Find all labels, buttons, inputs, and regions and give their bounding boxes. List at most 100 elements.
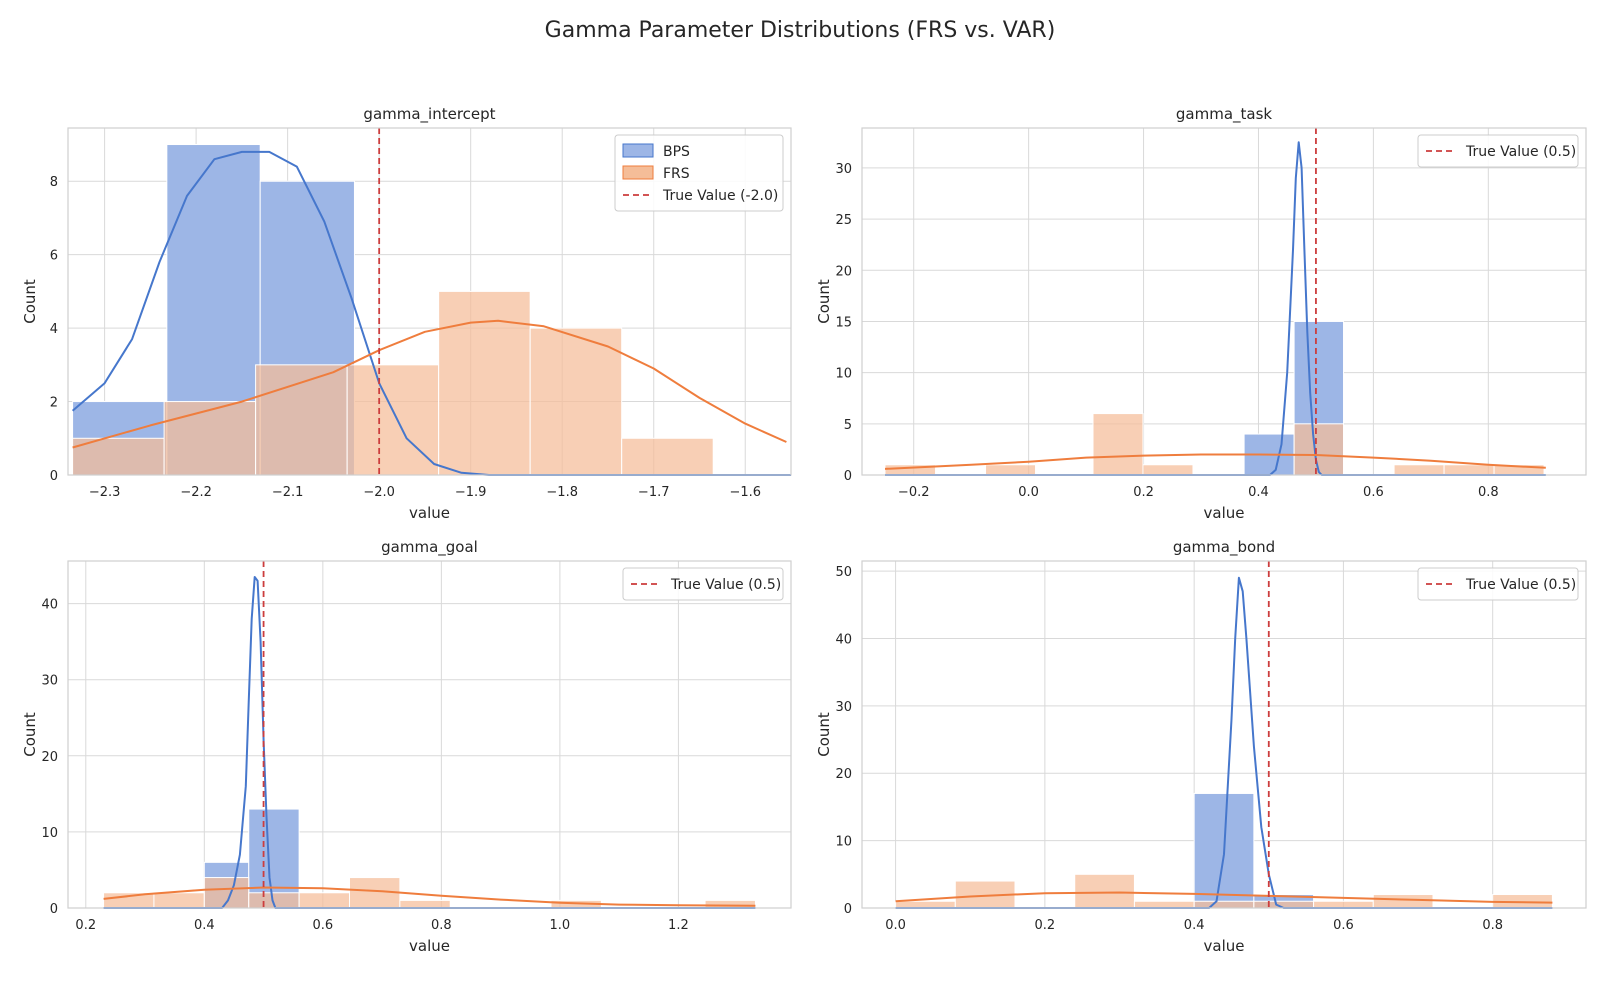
histogram-bar-frs [1393,464,1445,476]
y-tick-label: 30 [835,700,852,715]
histogram-bar-bps [248,808,300,909]
legend: True Value (0.5) [1417,134,1579,168]
y-tick-label: 10 [41,826,58,841]
x-tick-label: 0.8 [1482,918,1503,933]
x-tick-label: 0.2 [1133,485,1154,500]
x-tick-label: −1.9 [455,485,487,500]
histogram-bar-frs [985,464,1037,476]
y-tick-label: 20 [835,767,852,782]
y-tick-label: 40 [41,598,58,613]
y-tick-label: 5 [844,418,852,433]
x-tick-label: −0.2 [898,485,930,500]
subplots: −2.3 −2.2 −2.1 −2.0 −1.9 −1.8 −1.7 −1.6 0 2 4 6 8 gam… [21,105,1587,955]
y-tick-label: 2 [50,396,58,411]
x-tick-label: 0.4 [1248,485,1269,500]
kde-curve-frs [72,319,787,449]
x-axis-label: value [409,504,450,522]
x-tick-label: −2.0 [363,485,395,500]
histogram-bar-frs [621,437,714,476]
legend-box [614,134,784,212]
histogram-bar-frs [1443,464,1495,476]
legend-label: BPS [663,144,690,160]
subplot-title: gamma_goal [381,538,478,557]
histogram-bar-frs [1193,900,1255,909]
x-tick-label: −1.6 [729,485,761,500]
y-axis-label: Count [21,279,39,324]
legend-swatch-bps [622,143,654,158]
axes-frame [67,127,792,476]
kde-curve-bps [103,576,756,909]
histogram-bar-frs [153,892,205,909]
axes-frame [67,560,792,909]
histogram-bar-frs [1142,464,1194,476]
x-tick-label: 0.6 [1363,485,1384,500]
x-axis-label: value [409,937,450,955]
x-axis-label: value [1204,937,1245,955]
y-tick-label: 25 [835,213,852,228]
x-tick-label: 0.4 [194,918,215,933]
legend-label: FRS [663,166,690,182]
axes-frame [861,127,1587,476]
legend: True Value (0.5) [622,567,784,601]
subplot-gamma_task: −0.2 0.0 0.2 0.4 0.6 0.8 0 5 10 15 20 25 30 gamma_tas… [815,105,1587,522]
y-tick-label: 0 [844,469,852,484]
y-tick-label: 4 [50,322,58,337]
legend: True Value (0.5) [1417,567,1579,601]
y-tick-label: 20 [835,264,852,279]
y-tick-label: 10 [835,835,852,850]
histogram-bar-frs [438,290,531,476]
x-tick-label: −2.1 [272,485,304,500]
histogram-bar-frs [895,900,956,909]
y-axis-label: Count [815,279,833,324]
x-tick-label: 0.0 [885,918,906,933]
legend-box [1417,567,1579,601]
legend-label: True Value (-2.0) [662,188,778,204]
kde-curve-frs [884,453,1546,470]
x-tick-label: 0.6 [312,918,333,933]
subplot-gamma_bond: 0.0 0.2 0.4 0.6 0.8 0 10 20 30 40 50 gamma_bondvalu… [815,538,1587,955]
histogram-bar-frs [1133,900,1195,909]
axes-frame [861,560,1587,909]
y-axis-label: Count [815,712,833,757]
x-tick-label: −1.8 [546,485,578,500]
subplot-title: gamma_task [1176,105,1273,124]
y-axis-label: Count [21,712,39,757]
x-tick-label: 1.0 [550,918,571,933]
histogram-bar-frs [255,364,348,476]
plot-area [68,561,791,908]
kde-curve-frs [895,891,1553,904]
y-tick-label: 10 [835,367,852,382]
y-tick-label: 0 [844,902,852,917]
subplot-title: gamma_intercept [363,105,495,124]
x-tick-label: −1.7 [638,485,670,500]
legend-box [1417,134,1579,168]
histogram-bar-frs [1092,413,1144,476]
histogram-bar-frs [163,401,257,476]
subplot-gamma_intercept: −2.3 −2.2 −2.1 −2.0 −1.9 −1.8 −1.7 −1.6 0 2 4 6 8 gam… [21,105,792,522]
y-tick-label: 0 [50,902,58,917]
x-tick-label: 0.8 [1478,485,1499,500]
histogram-bar-frs [1074,873,1135,909]
y-tick-label: 8 [50,175,58,190]
y-tick-label: 15 [835,315,852,330]
histogram-bar-frs [298,892,350,909]
kde-curve-bps [885,141,1546,476]
histogram-bar-frs [529,327,623,476]
x-tick-label: −2.3 [89,485,121,500]
kde-curve-bps [71,150,791,476]
y-tick-label: 0 [50,469,58,484]
y-tick-label: 30 [41,674,58,689]
y-tick-label: 20 [41,750,58,765]
legend-swatch-frs [622,165,654,180]
kde-curve-bps [895,576,1553,909]
x-tick-label: 0.4 [1184,918,1205,933]
x-tick-label: 0.2 [1035,918,1056,933]
y-tick-label: 6 [50,249,58,264]
histogram-bar-frs [1293,423,1345,476]
legend-label: True Value (0.5) [1465,144,1576,160]
histogram-bar-frs [704,899,756,909]
legend-box [622,567,784,601]
figure-title: Gamma Parameter Distributions (FRS vs. V… [545,18,1056,43]
x-tick-label: −2.2 [180,485,212,500]
